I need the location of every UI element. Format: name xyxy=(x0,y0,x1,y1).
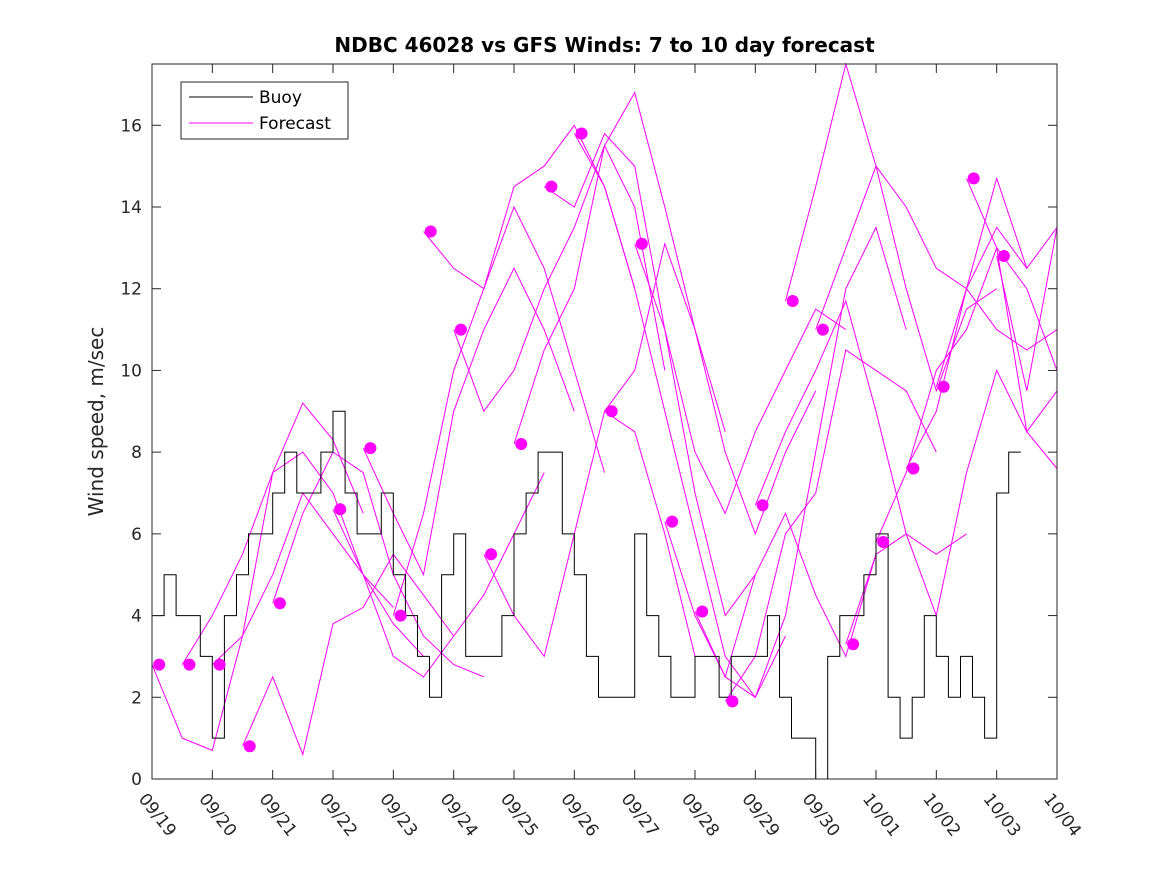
forecast-line-19 xyxy=(724,349,937,702)
forecast-line-18 xyxy=(694,226,907,699)
forecast-marker-22 xyxy=(816,323,829,336)
forecast-marker-8 xyxy=(394,609,407,622)
forecast-marker-21 xyxy=(786,295,799,307)
forecast-marker-24 xyxy=(877,536,890,548)
forecast-line-26 xyxy=(935,176,1058,387)
forecast-marker-5 xyxy=(273,597,286,610)
y-tick-label: 16 xyxy=(120,116,142,136)
forecast-marker-11 xyxy=(485,548,498,561)
forecast-line-20 xyxy=(754,299,967,555)
forecast-line-10 xyxy=(453,144,666,413)
forecast-marker-16 xyxy=(635,237,648,250)
forecast-line-3 xyxy=(211,491,424,665)
forecast-line-9 xyxy=(423,124,636,290)
forecast-line-2 xyxy=(181,451,394,665)
forecast-marker-20 xyxy=(756,499,769,512)
forecast-line-25 xyxy=(905,287,1058,469)
legend-buoy-label: Buoy xyxy=(259,88,302,108)
legend: Buoy Forecast xyxy=(180,81,349,140)
forecast-line-11 xyxy=(483,410,696,658)
forecast-marker-12 xyxy=(515,438,528,450)
legend-box xyxy=(180,81,349,140)
forecast-line-24 xyxy=(875,246,1058,543)
forecast-marker-17 xyxy=(666,515,679,528)
forecast-marker-4 xyxy=(243,740,256,753)
forecast-line-1 xyxy=(151,402,364,752)
forecast-line-14 xyxy=(573,133,786,699)
forecast-line-5 xyxy=(272,451,484,678)
forecast-line-8 xyxy=(392,205,605,616)
forecast-marker-27 xyxy=(967,172,980,185)
forecast-line-13 xyxy=(543,132,756,617)
forecast-marker-6 xyxy=(334,503,347,516)
forecast-marker-15 xyxy=(605,405,618,418)
forecast-line-27 xyxy=(966,178,1058,433)
forecast-line-16 xyxy=(634,243,847,515)
forecast-line-21 xyxy=(785,62,997,393)
y-tick-label: 14 xyxy=(120,198,142,218)
forecast-line-4 xyxy=(242,553,455,757)
forecast-marker-10 xyxy=(454,323,467,336)
forecast-marker-1 xyxy=(153,658,166,671)
forecast-line-15 xyxy=(604,242,817,536)
plot-area xyxy=(152,64,1057,779)
forecast-line-12 xyxy=(513,91,726,445)
y-tick-label: 12 xyxy=(120,280,142,300)
y-axis-label: Wind speed, m/sec xyxy=(84,327,108,517)
legend-forecast-label: Forecast xyxy=(259,114,331,134)
y-tick-label: 2 xyxy=(131,688,142,708)
buoy-line xyxy=(152,410,1021,780)
forecast-marker-14 xyxy=(575,127,588,140)
y-tick-label: 8 xyxy=(131,443,142,463)
forecast-line-23 xyxy=(845,369,1058,645)
plot-frame xyxy=(151,63,1058,780)
y-tick-label: 0 xyxy=(131,770,142,790)
forecast-marker-23 xyxy=(847,638,860,651)
marker-layer xyxy=(153,127,1010,753)
forecast-marker-9 xyxy=(424,225,437,238)
y-tick-label: 4 xyxy=(131,607,142,627)
forecast-marker-18 xyxy=(696,605,709,618)
forecast-line-6 xyxy=(332,472,545,678)
forecast-line-17 xyxy=(664,512,877,679)
forecast-marker-13 xyxy=(545,180,558,193)
forecast-marker-7 xyxy=(364,442,377,455)
series-layer xyxy=(151,62,1058,780)
forecast-marker-26 xyxy=(937,380,950,393)
forecast-marker-3 xyxy=(213,658,226,671)
forecast-marker-2 xyxy=(183,658,196,671)
forecast-marker-19 xyxy=(726,695,739,708)
forecast-line-28 xyxy=(996,227,1058,392)
forecast-marker-28 xyxy=(997,250,1010,262)
y-tick-label: 6 xyxy=(131,525,142,545)
forecast-marker-25 xyxy=(907,462,920,475)
forecast-line-22 xyxy=(815,165,1028,330)
chart-title: NDBC 46028 vs GFS Winds: 7 to 10 day for… xyxy=(334,33,875,57)
y-tick-label: 10 xyxy=(120,361,142,381)
